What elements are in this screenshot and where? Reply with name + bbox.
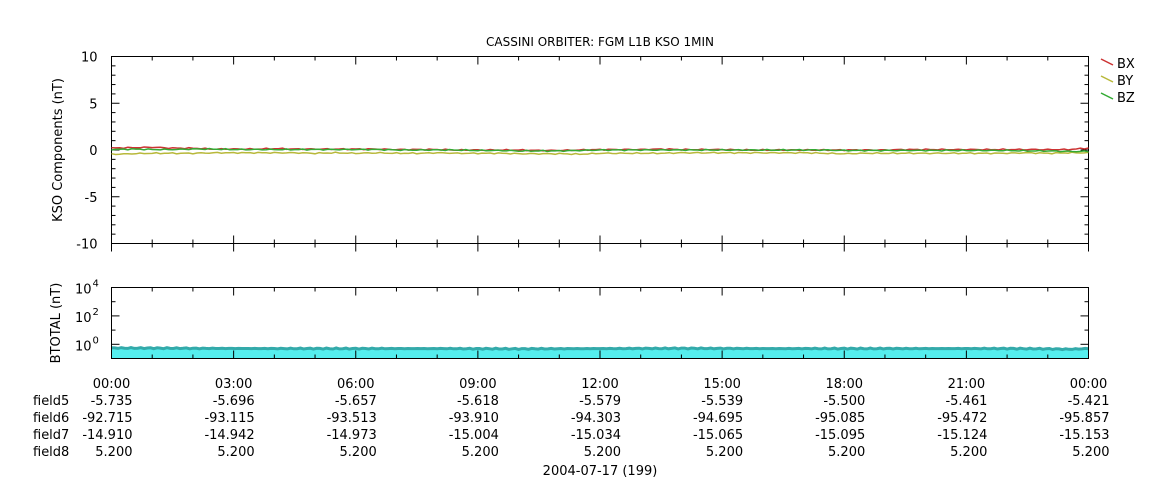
ephemeris-value: -5.735 xyxy=(91,394,133,409)
ephemeris-value: -5.461 xyxy=(945,394,987,409)
x-tick-label: 09:00 xyxy=(459,377,496,392)
ephemeris-table: field5 -5.735 -5.696 -5.657 -5.618 -5.579 -5.5… xyxy=(33,394,1110,460)
legend-swatch-bz xyxy=(1100,92,1114,100)
ephemeris-value: 5.200 xyxy=(584,445,621,460)
ephemeris-value: 5.200 xyxy=(217,445,254,460)
ephemeris-value: 5.200 xyxy=(340,445,377,460)
ephemeris-row-name: field6 xyxy=(33,411,69,426)
ephemeris-value: -14.942 xyxy=(204,428,254,443)
y-tick-label: 0 xyxy=(89,144,97,159)
top-panel-ylabel: KSO Components (nT) xyxy=(51,78,66,222)
ephemeris-value: -5.421 xyxy=(1068,394,1110,409)
ephemeris-value: -93.115 xyxy=(204,411,254,426)
legend-swatch-by xyxy=(1100,75,1114,83)
series-line-by xyxy=(111,151,1089,156)
ephemeris-value: 5.200 xyxy=(950,445,987,460)
chart-title: CASSINI ORBITER: FGM L1B KSO 1MIN xyxy=(486,35,714,49)
ephemeris-value: 5.200 xyxy=(706,445,743,460)
legend: BX BY BZ xyxy=(1100,57,1135,106)
ephemeris-value: -14.910 xyxy=(82,428,132,443)
ephemeris-value: -15.065 xyxy=(693,428,743,443)
x-tick-label: 21:00 xyxy=(948,377,985,392)
ephemeris-value: 5.200 xyxy=(1072,445,1109,460)
ephemeris-row-name: field7 xyxy=(33,428,69,443)
legend-label-bx: BX xyxy=(1117,57,1135,72)
y-tick-label: 10 xyxy=(75,311,92,326)
y-tick-label: 5 xyxy=(89,97,97,112)
ephemeris-value: -15.095 xyxy=(815,428,865,443)
ephemeris-value: -94.695 xyxy=(693,411,743,426)
ephemeris-value: -15.004 xyxy=(449,428,499,443)
ephemeris-value: -5.657 xyxy=(335,394,377,409)
ephemeris-value: -95.857 xyxy=(1059,411,1109,426)
date-label: 2004-07-17 (199) xyxy=(543,464,658,479)
x-tick-label: 00:00 xyxy=(1070,377,1107,392)
ephemeris-value: -5.500 xyxy=(823,394,865,409)
ephemeris-value: -5.618 xyxy=(457,394,499,409)
ephemeris-value: -95.085 xyxy=(815,411,865,426)
bottom-panel-ylabel: BTOTAL (nT) xyxy=(49,283,64,364)
ephemeris-value: -5.539 xyxy=(701,394,743,409)
legend-swatch-bx xyxy=(1100,58,1114,66)
legend-label-bz: BZ xyxy=(1117,91,1135,106)
top-panel: 10 5 0 -5 -10 KSO Components (nT) xyxy=(51,51,1089,253)
y-tick-exponent: 0 xyxy=(93,335,99,346)
y-tick-label: -5 xyxy=(85,191,98,206)
top-panel-series xyxy=(111,146,1089,156)
ephemeris-value: -5.579 xyxy=(579,394,621,409)
ephemeris-value: -94.303 xyxy=(571,411,621,426)
y-tick-label: -10 xyxy=(76,238,97,253)
ephemeris-value: 5.200 xyxy=(462,445,499,460)
ephemeris-value: -15.034 xyxy=(571,428,621,443)
ephemeris-row-name: field5 xyxy=(33,394,69,409)
ephemeris-value: -15.153 xyxy=(1059,428,1109,443)
x-tick-label: 00:00 xyxy=(93,377,130,392)
top-panel-axes: 10 5 0 -5 -10 xyxy=(76,51,1089,253)
ephemeris-value: -93.513 xyxy=(327,411,377,426)
x-tick-label: 12:00 xyxy=(581,377,618,392)
btotal-line xyxy=(111,346,1089,352)
x-tick-label: 15:00 xyxy=(703,377,740,392)
x-tick-label: 03:00 xyxy=(215,377,252,392)
y-tick-exponent: 4 xyxy=(93,279,99,290)
y-tick-label: 10 xyxy=(75,339,92,354)
y-tick-label: 10 xyxy=(81,51,98,66)
ephemeris-row-name: field8 xyxy=(33,445,69,460)
ephemeris-value: -95.472 xyxy=(937,411,987,426)
series-line-bz xyxy=(111,147,1089,153)
ephemeris-value: 5.200 xyxy=(95,445,132,460)
legend-label-by: BY xyxy=(1117,74,1133,89)
x-axis-labels: 00:00 03:00 06:00 09:00 12:00 15:00 18:00 21:00… xyxy=(93,377,1107,392)
ephemeris-value: -92.715 xyxy=(82,411,132,426)
ephemeris-value: -93.910 xyxy=(449,411,499,426)
ephemeris-value: -15.124 xyxy=(937,428,987,443)
y-tick-exponent: 2 xyxy=(93,307,99,318)
ephemeris-value: 5.200 xyxy=(828,445,865,460)
x-tick-label: 06:00 xyxy=(337,377,374,392)
x-tick-label: 18:00 xyxy=(826,377,863,392)
y-tick-label: 10 xyxy=(75,283,92,298)
ephemeris-value: -5.696 xyxy=(213,394,255,409)
ephemeris-value: -14.973 xyxy=(327,428,377,443)
